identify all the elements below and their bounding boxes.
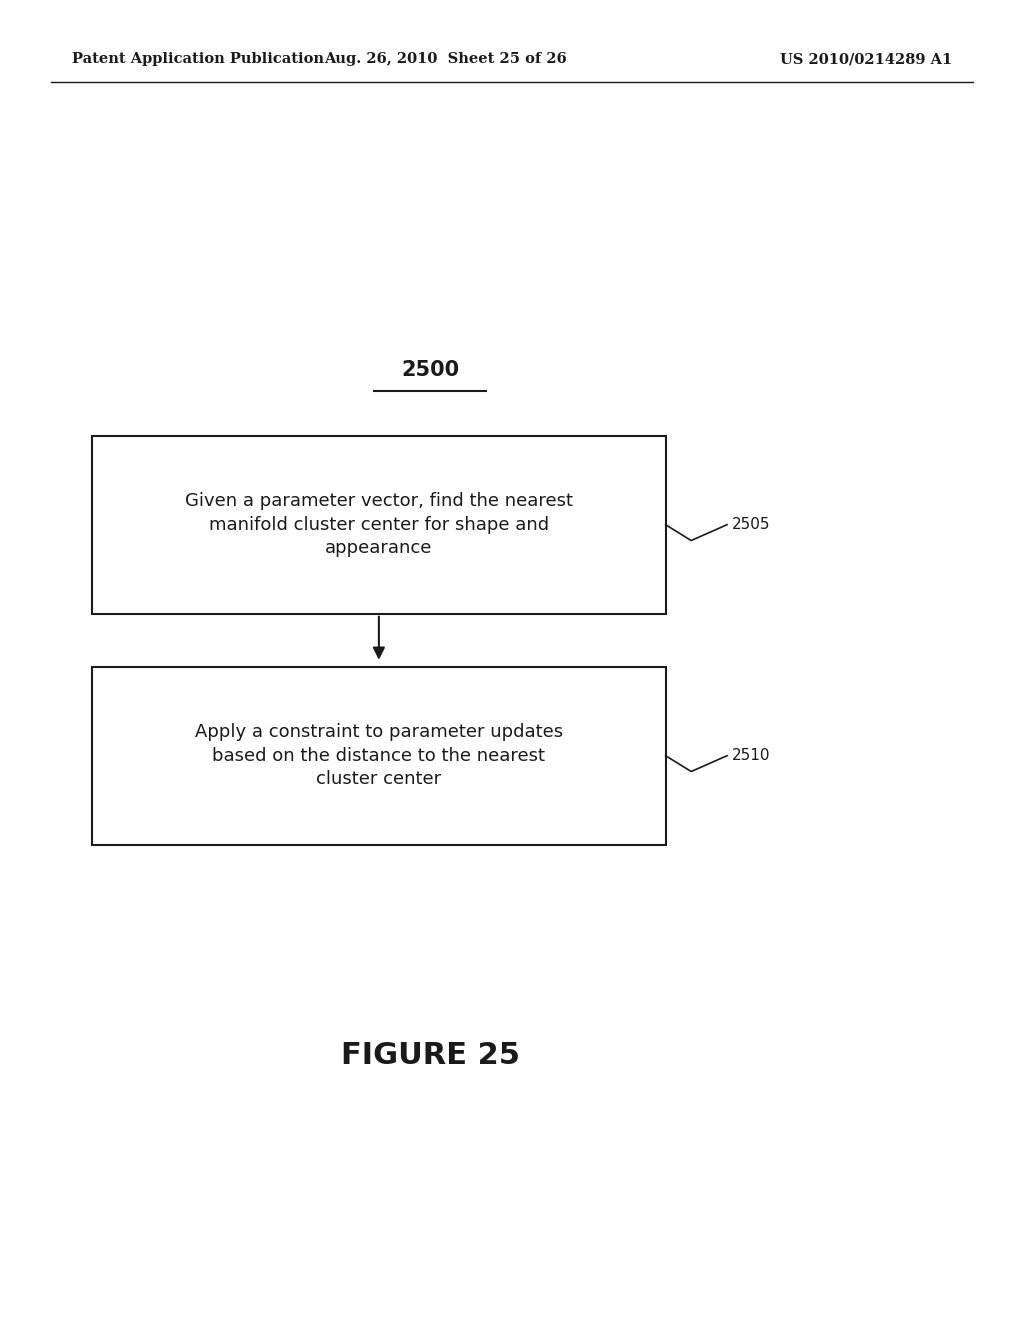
- Text: Apply a constraint to parameter updates
based on the distance to the nearest
clu: Apply a constraint to parameter updates …: [195, 723, 563, 788]
- Text: FIGURE 25: FIGURE 25: [341, 1041, 519, 1071]
- Text: Aug. 26, 2010  Sheet 25 of 26: Aug. 26, 2010 Sheet 25 of 26: [324, 53, 567, 66]
- Text: 2500: 2500: [401, 359, 459, 380]
- FancyBboxPatch shape: [92, 436, 666, 614]
- Text: Given a parameter vector, find the nearest
manifold cluster center for shape and: Given a parameter vector, find the neare…: [185, 492, 572, 557]
- FancyBboxPatch shape: [92, 667, 666, 845]
- Text: 2505: 2505: [732, 517, 771, 532]
- Text: US 2010/0214289 A1: US 2010/0214289 A1: [780, 53, 952, 66]
- Text: 2510: 2510: [732, 748, 771, 763]
- Text: Patent Application Publication: Patent Application Publication: [72, 53, 324, 66]
